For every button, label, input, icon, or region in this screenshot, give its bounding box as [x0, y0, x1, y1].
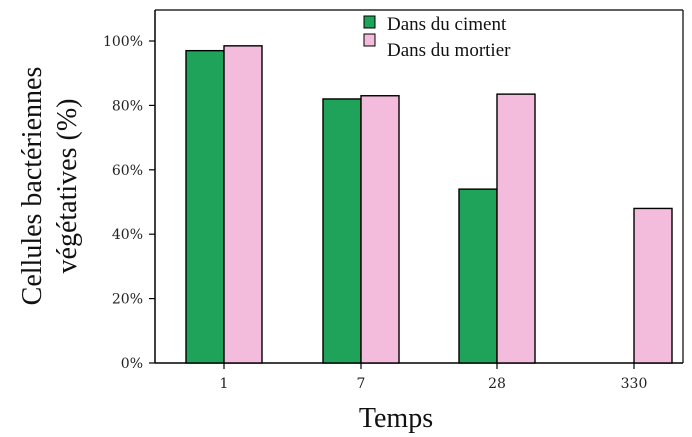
y-tick-label: 20% — [112, 292, 143, 308]
y-ticks: 0% 20% 40% 60% 80% 100% — [103, 34, 155, 372]
x-tick-label: 28 — [488, 376, 506, 392]
x-tick-label: 7 — [357, 376, 366, 392]
y-tick-label: 100% — [103, 34, 143, 50]
bar-ciment-7 — [322, 98, 362, 364]
bar-mortier-7 — [360, 95, 400, 364]
bar-mortier-1 — [223, 45, 263, 364]
bars-group — [185, 45, 673, 364]
bar-mortier-330 — [633, 207, 673, 364]
y-tick-label: 60% — [112, 163, 143, 179]
x-axis-title: Temps — [359, 403, 433, 434]
y-tick-label: 80% — [112, 98, 143, 114]
y-axis-title-line-2: végétatives (%) — [52, 99, 83, 274]
bar-mortier-28 — [496, 93, 536, 364]
legend-swatch-ciment — [363, 15, 376, 29]
x-ticks: 1 7 28 330 — [220, 363, 648, 392]
legend: Dans du ciment Dans du mortier — [363, 14, 511, 61]
x-tick-label: 330 — [621, 376, 648, 392]
legend-label-ciment: Dans du ciment — [387, 14, 507, 35]
legend-swatch-mortier — [363, 33, 376, 47]
y-tick-label: 40% — [112, 227, 143, 243]
bar-ciment-1 — [185, 49, 225, 364]
y-tick-label: 0% — [121, 356, 143, 372]
y-axis-title-line-1: Cellules bactériennes — [17, 67, 48, 306]
bar-ciment-28 — [458, 188, 498, 364]
x-tick-label: 1 — [220, 376, 229, 392]
legend-label-mortier: Dans du mortier — [387, 40, 511, 61]
